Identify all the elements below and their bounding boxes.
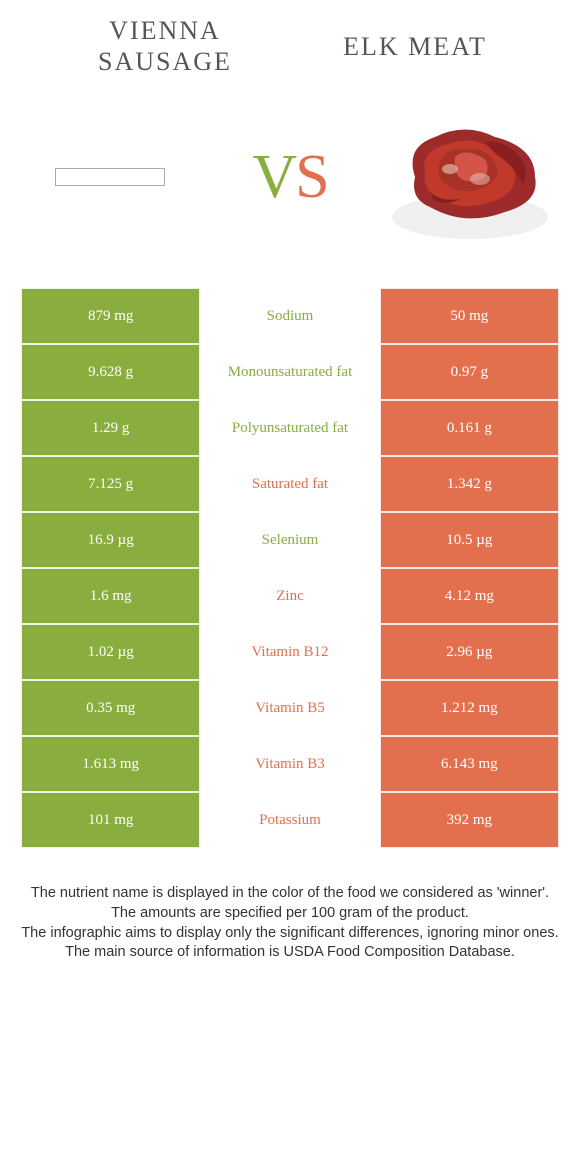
footer-line-3: The infographic aims to display only the… — [20, 924, 560, 944]
nutrient-label: Polyunsaturated fat — [200, 400, 379, 456]
value-left: 9.628 g — [21, 344, 200, 400]
table-row: 9.628 gMonounsaturated fat0.97 g — [21, 344, 559, 400]
nutrient-label: Saturated fat — [200, 456, 379, 512]
nutrient-table: 879 mgSodium50 mg9.628 gMonounsaturated … — [20, 287, 560, 849]
footer-line-2: The amounts are specified per 100 gram o… — [20, 904, 560, 924]
value-right: 6.143 mg — [380, 736, 559, 792]
table-row: 879 mgSodium50 mg — [21, 288, 559, 344]
value-left: 1.29 g — [21, 400, 200, 456]
value-right: 10.5 µg — [380, 512, 559, 568]
nutrient-label: Monounsaturated fat — [200, 344, 379, 400]
value-right: 50 mg — [380, 288, 559, 344]
image-left-placeholder — [55, 168, 165, 186]
footer-line-4: The main source of information is USDA F… — [20, 943, 560, 963]
value-left: 16.9 µg — [21, 512, 200, 568]
nutrient-label: Vitamin B12 — [200, 624, 379, 680]
value-left: 1.6 mg — [21, 568, 200, 624]
footer-line-1: The nutrient name is displayed in the co… — [20, 884, 560, 904]
table-row: 1.29 gPolyunsaturated fat0.161 g — [21, 400, 559, 456]
title-left: VIENNA SAUSAGE — [40, 15, 290, 77]
title-right: ELK MEAT — [290, 31, 540, 62]
nutrient-label: Vitamin B3 — [200, 736, 379, 792]
nutrient-label: Sodium — [200, 288, 379, 344]
header: VIENNA SAUSAGE ELK MEAT — [0, 0, 580, 87]
value-left: 7.125 g — [21, 456, 200, 512]
footer-notes: The nutrient name is displayed in the co… — [0, 849, 580, 962]
table-row: 0.35 mgVitamin B51.212 mg — [21, 680, 559, 736]
nutrient-label: Vitamin B5 — [200, 680, 379, 736]
table-row: 1.02 µgVitamin B122.96 µg — [21, 624, 559, 680]
value-right: 0.97 g — [380, 344, 559, 400]
nutrient-label: Potassium — [200, 792, 379, 848]
table-row: 7.125 gSaturated fat1.342 g — [21, 456, 559, 512]
table-row: 1.613 mgVitamin B36.143 mg — [21, 736, 559, 792]
image-right-box — [380, 97, 560, 257]
value-right: 1.212 mg — [380, 680, 559, 736]
value-left: 0.35 mg — [21, 680, 200, 736]
value-right: 1.342 g — [380, 456, 559, 512]
nutrient-label: Zinc — [200, 568, 379, 624]
vs-label: VS — [252, 142, 327, 213]
value-right: 0.161 g — [380, 400, 559, 456]
value-left: 101 mg — [21, 792, 200, 848]
table-row: 101 mgPotassium392 mg — [21, 792, 559, 848]
value-right: 392 mg — [380, 792, 559, 848]
value-left: 1.613 mg — [21, 736, 200, 792]
vs-v: V — [252, 143, 295, 211]
table-row: 1.6 mgZinc4.12 mg — [21, 568, 559, 624]
vs-s: S — [295, 143, 327, 211]
value-right: 4.12 mg — [380, 568, 559, 624]
image-left-box — [20, 97, 200, 257]
table-row: 16.9 µgSelenium10.5 µg — [21, 512, 559, 568]
value-left: 1.02 µg — [21, 624, 200, 680]
images-row: VS — [0, 87, 580, 287]
value-left: 879 mg — [21, 288, 200, 344]
meat-icon — [385, 107, 555, 247]
value-right: 2.96 µg — [380, 624, 559, 680]
nutrient-label: Selenium — [200, 512, 379, 568]
